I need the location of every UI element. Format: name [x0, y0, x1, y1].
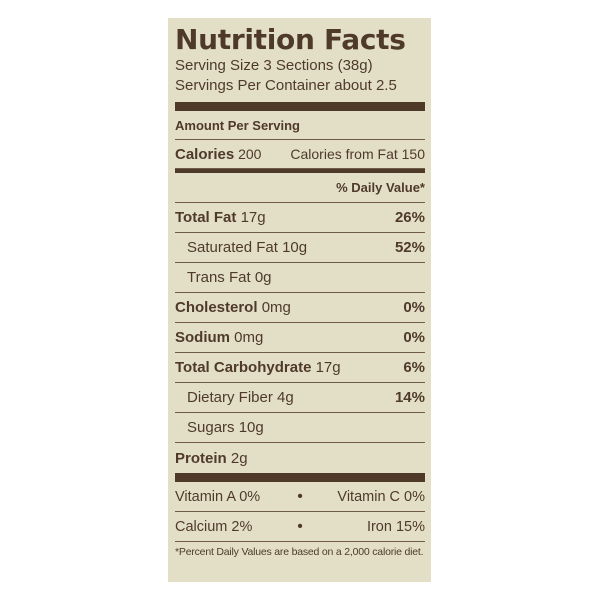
nutrient-name: Sodium [175, 329, 230, 346]
thick-divider [175, 102, 425, 111]
nutrient-dv: 0% [403, 299, 425, 316]
label-title: Nutrition Facts [175, 23, 406, 56]
calories-value: 200 [238, 145, 262, 162]
vitamin-left: Calcium 2% [175, 518, 253, 535]
nutrient-row-dietary-fiber: Dietary Fiber 4g 14% [175, 383, 425, 413]
calories-row: Calories 200 Calories from Fat 150 [175, 139, 425, 169]
nutrient-amount: 2g [230, 449, 248, 467]
nutrient-name: Saturated Fat [187, 239, 278, 256]
daily-value-header-row: % Daily Value* [175, 173, 425, 203]
nutrient-dv: 26% [394, 209, 425, 226]
serving-size: Serving Size 3 Sections (38g) [175, 57, 373, 74]
calories-cell: Calories 200 [175, 146, 261, 163]
nutrient-row-total-carbohydrate: Total Carbohydrate 17g 6% [175, 353, 425, 383]
nutrient-amount: 4g [277, 389, 294, 406]
nutrient-amount: 10g [238, 419, 264, 436]
nutrient-amount: 0mg [261, 299, 291, 316]
vitamin-row: Calcium 2% • Iron 15% [175, 512, 425, 542]
nutrition-facts-panel: Nutrition Facts Serving Size 3 Sections … [168, 18, 431, 582]
nutrient-name: Total Fat [175, 209, 237, 226]
medium-divider [175, 169, 425, 173]
vitamin-right: Vitamin C 0% [337, 488, 425, 505]
nutrient-row-cholesterol: Cholesterol 0mg 0% [175, 293, 425, 323]
nutrient-name: Total Carbohydrate [175, 359, 312, 376]
nutrient-row-trans-fat: Trans Fat 0g [175, 263, 425, 293]
nutrient-amount: 17g [315, 359, 341, 376]
nutrient-amount: 0mg [234, 329, 264, 346]
nutrient-row-saturated-fat: Saturated Fat 10g 52% [175, 233, 425, 263]
vitamin-right: Iron 15% [366, 518, 425, 535]
nutrient-name: Trans Fat [187, 269, 251, 286]
nutrient-dv: 0% [403, 329, 425, 346]
footnote: *Percent Daily Values are based on a 2,0… [175, 546, 424, 558]
thick-divider [175, 473, 425, 482]
nutrient-amount: 17g [240, 209, 266, 226]
amount-per-serving: Amount Per Serving [175, 117, 300, 133]
bullet: • [297, 517, 303, 535]
nutrient-name: Protein [175, 449, 227, 467]
nutrient-dv: 14% [394, 389, 425, 406]
nutrient-dv: 6% [403, 359, 425, 376]
calories-from-fat: Calories from Fat 150 [290, 146, 425, 162]
nutrient-dv: 52% [394, 239, 425, 256]
servings-per-container: Servings Per Container about 2.5 [175, 77, 397, 94]
daily-value-header: % Daily Value* [336, 180, 425, 195]
vitamin-row: Vitamin A 0% • Vitamin C 0% [175, 482, 425, 512]
nutrient-name: Dietary Fiber [187, 389, 273, 406]
nutrient-row-protein: Protein 2g [175, 443, 425, 473]
nutrient-row-total-fat: Total Fat 17g 26% [175, 203, 425, 233]
nutrient-row-sodium: Sodium 0mg 0% [175, 323, 425, 353]
calories-label: Calories [175, 145, 235, 163]
bullet: • [297, 487, 303, 505]
vitamin-left: Vitamin A 0% [175, 488, 261, 505]
nutrient-amount: 10g [282, 239, 308, 256]
nutrient-row-sugars: Sugars 10g [175, 413, 425, 443]
nutrient-amount: 0g [254, 269, 272, 286]
nutrient-name: Cholesterol [175, 299, 258, 316]
nutrient-name: Sugars [187, 419, 235, 436]
